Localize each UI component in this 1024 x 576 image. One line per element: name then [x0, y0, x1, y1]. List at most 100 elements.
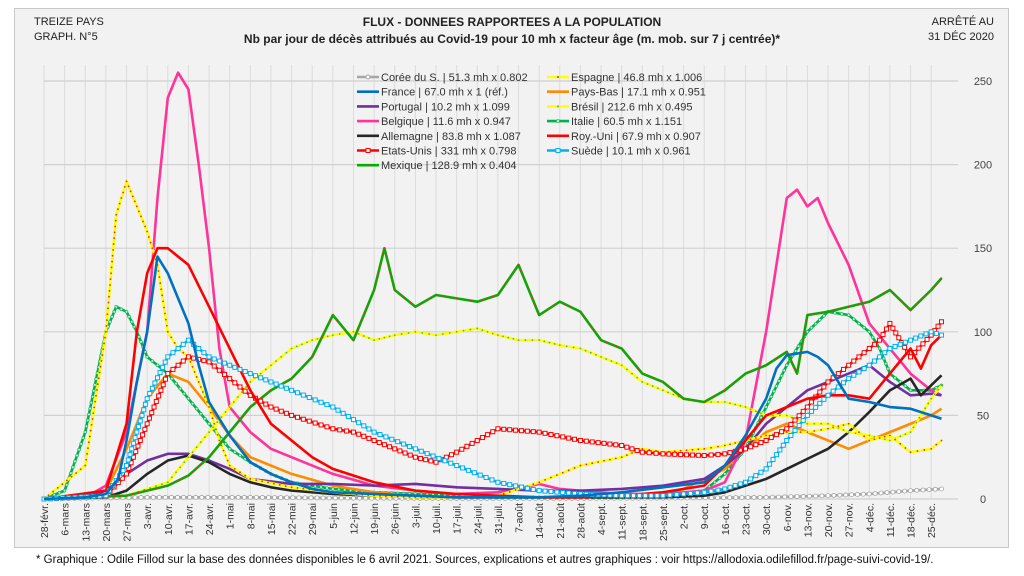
data-point: [501, 426, 507, 432]
data-point: [667, 385, 670, 388]
data-point: [306, 418, 312, 424]
data-point: [600, 355, 602, 358]
data-point: [61, 483, 64, 486]
data-point: [715, 495, 720, 501]
data-point: [854, 432, 857, 435]
data-point: [87, 447, 89, 450]
data-point: [92, 389, 96, 393]
data-point: [114, 219, 117, 222]
data-point: [908, 354, 914, 360]
data-point: [249, 381, 252, 383]
data-point: [800, 493, 806, 499]
data-point: [224, 436, 227, 439]
data-point: [149, 241, 152, 244]
data-point: [241, 416, 243, 418]
data-point: [325, 486, 329, 490]
data-point: [825, 379, 831, 385]
data-point: [928, 329, 934, 335]
data-point: [584, 349, 587, 352]
data-point: [868, 439, 871, 442]
data-point: [856, 354, 862, 360]
data-point: [370, 294, 373, 297]
data-point: [114, 305, 118, 309]
data-point: [593, 329, 596, 332]
data-point: [595, 440, 601, 446]
data-point: [350, 429, 356, 435]
data-point: [851, 372, 857, 378]
data-point: [326, 335, 329, 338]
data-point: [266, 495, 271, 500]
data-point: [142, 220, 144, 223]
data-point: [112, 248, 115, 251]
data-point: [245, 411, 248, 413]
data-point: [205, 494, 211, 500]
x-tick-label: 15-mai: [266, 503, 278, 535]
data-point: [62, 488, 67, 493]
data-point: [255, 479, 258, 482]
data-point: [896, 335, 902, 341]
data-point: [809, 408, 815, 414]
data-point: [314, 495, 320, 501]
data-point: [311, 339, 314, 342]
data-point: [441, 333, 444, 335]
data-point: [113, 495, 116, 498]
data-point: [923, 449, 926, 451]
data-point: [146, 230, 149, 233]
data-point: [113, 237, 116, 240]
data-point: [784, 437, 790, 443]
data-point: [320, 495, 326, 501]
data-point: [934, 386, 939, 390]
data-point: [175, 494, 180, 500]
data-point: [908, 337, 914, 343]
data-point: [518, 484, 524, 490]
legend-marker: [556, 119, 560, 124]
data-point: [84, 464, 87, 467]
data-point: [209, 411, 212, 414]
data-point: [312, 420, 318, 426]
data-point: [285, 380, 288, 383]
data-point: [162, 300, 165, 303]
data-point: [201, 350, 207, 356]
data-point: [548, 432, 554, 438]
data-point: [872, 491, 878, 496]
data-point: [151, 404, 157, 410]
data-point: [729, 443, 731, 446]
data-point: [501, 480, 507, 486]
data-point: [109, 284, 111, 286]
data-point: [518, 428, 524, 434]
data-point: [940, 384, 943, 387]
data-point: [352, 339, 355, 342]
data-point: [400, 333, 403, 335]
data-point: [290, 377, 293, 380]
data-point: [788, 421, 794, 427]
legend-marker: [365, 74, 371, 80]
data-point: [418, 448, 424, 454]
data-point: [366, 435, 372, 441]
data-point: [344, 329, 347, 332]
data-point: [937, 281, 939, 284]
data-point: [228, 406, 231, 408]
data-point: [155, 485, 157, 488]
data-point: [631, 372, 633, 375]
data-point: [132, 325, 136, 329]
data-point: [414, 330, 417, 333]
x-tick-label: 5-juin: [328, 503, 340, 529]
data-point: [532, 483, 535, 486]
data-point: [283, 410, 289, 416]
data-point: [270, 364, 272, 367]
data-point: [860, 491, 866, 497]
data-point: [195, 446, 198, 449]
data-point: [840, 380, 846, 386]
data-point: [160, 382, 166, 388]
data-point: [583, 438, 589, 444]
data-point: [147, 390, 153, 396]
data-point: [646, 383, 649, 385]
data-point: [897, 297, 900, 299]
data-point: [199, 494, 205, 500]
data-point: [423, 457, 429, 463]
data-point: [259, 372, 262, 375]
data-point: [160, 364, 166, 370]
data-point: [809, 399, 815, 405]
data-point: [830, 388, 836, 394]
data-point: [641, 447, 644, 450]
